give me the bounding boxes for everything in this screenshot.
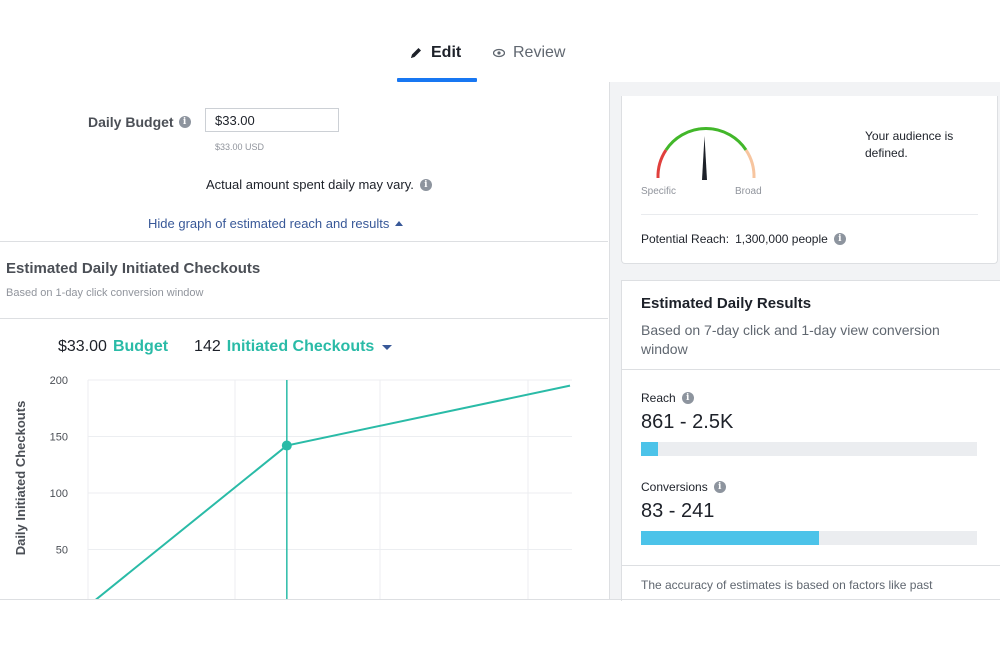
gauge-broad-label: Broad [735, 186, 762, 197]
chevron-down-icon[interactable] [382, 344, 393, 350]
pencil-icon [411, 48, 421, 58]
legend-result-dropdown[interactable]: Initiated Checkouts [226, 338, 375, 355]
reach-value: 861 - 2.5K [641, 411, 734, 433]
chart-legend: $33.00 Budget 142 Initiated Checkouts [58, 338, 393, 356]
potential-reach: Potential Reach: 1,300,000 people i [641, 232, 846, 246]
legend-budget-label: Budget [112, 338, 169, 355]
results-title: Estimated Daily Results [641, 295, 812, 312]
divider [0, 599, 1000, 600]
reach-metric-label: Reach i [641, 391, 694, 405]
daily-budget-label-text: Daily Budget [88, 114, 174, 130]
conversions-value: 83 - 241 [641, 500, 715, 522]
results-subtitle: Based on 7-day click and 1-day view conv… [641, 322, 940, 357]
tab-edit[interactable]: Edit [409, 44, 461, 62]
budget-currency-note: $33.00 USD [215, 142, 265, 152]
potential-reach-label: Potential Reach: [641, 232, 730, 246]
daily-results-card [621, 280, 1000, 601]
reach-bar [641, 442, 977, 456]
conversions-bar [641, 531, 977, 545]
active-tab-indicator [397, 78, 477, 82]
y-tick-label: 150 [50, 432, 68, 444]
divider [621, 565, 1000, 566]
y-tick-label: 100 [50, 488, 68, 500]
y-tick-label: 200 [50, 375, 68, 387]
tab-review-label: Review [513, 44, 566, 61]
daily-budget-input[interactable] [205, 108, 339, 132]
budget-marker-point [281, 440, 292, 451]
info-icon[interactable]: i [713, 481, 726, 493]
checkouts-line-chart: 200 150 100 50 Daily Initiated Checkouts [13, 375, 572, 600]
audience-gauge [656, 127, 756, 180]
divider [0, 241, 608, 242]
spend-variance-note: Actual amount spent daily may vary. i [206, 177, 432, 192]
info-icon[interactable]: i [178, 116, 191, 128]
y-tick-label: 50 [56, 545, 68, 557]
caret-up-icon [395, 221, 404, 226]
graph-title: Estimated Daily Initiated Checkouts [6, 260, 261, 277]
audience-status: Your audience is defined. [865, 129, 954, 160]
mode-tabs: Edit Review [395, 36, 595, 82]
gauge-specific-label: Specific [641, 186, 677, 197]
reach-label: Reach [641, 391, 676, 405]
tab-edit-label: Edit [431, 44, 462, 61]
hide-graph-link[interactable]: Hide graph of estimated reach and result… [148, 216, 404, 231]
accuracy-note: The accuracy of estimates is based on fa… [641, 578, 933, 592]
reach-bar-fill [641, 442, 658, 456]
tab-review[interactable]: Review [493, 44, 565, 62]
info-icon[interactable]: i [681, 392, 694, 404]
spend-variance-text: Actual amount spent daily may vary. [206, 177, 414, 192]
y-axis-label: Daily Initiated Checkouts [13, 401, 28, 556]
audience-card [621, 96, 998, 264]
divider [0, 318, 608, 319]
eye-icon [493, 48, 505, 58]
divider [641, 214, 978, 215]
conversions-metric-label: Conversions i [641, 480, 726, 494]
conversions-label: Conversions [641, 480, 708, 494]
hide-graph-text: Hide graph of estimated reach and result… [148, 216, 390, 231]
info-icon[interactable]: i [833, 233, 846, 245]
graph-subtitle: Based on 1-day click conversion window [6, 287, 204, 299]
legend-result-value: 142 [194, 338, 221, 355]
divider [621, 369, 1000, 370]
daily-budget-label: Daily Budget i [88, 114, 191, 130]
potential-reach-value: 1,300,000 people [735, 232, 828, 246]
legend-budget-value: $33.00 [58, 338, 107, 355]
info-icon[interactable]: i [419, 178, 432, 191]
conversions-bar-fill [641, 531, 820, 545]
